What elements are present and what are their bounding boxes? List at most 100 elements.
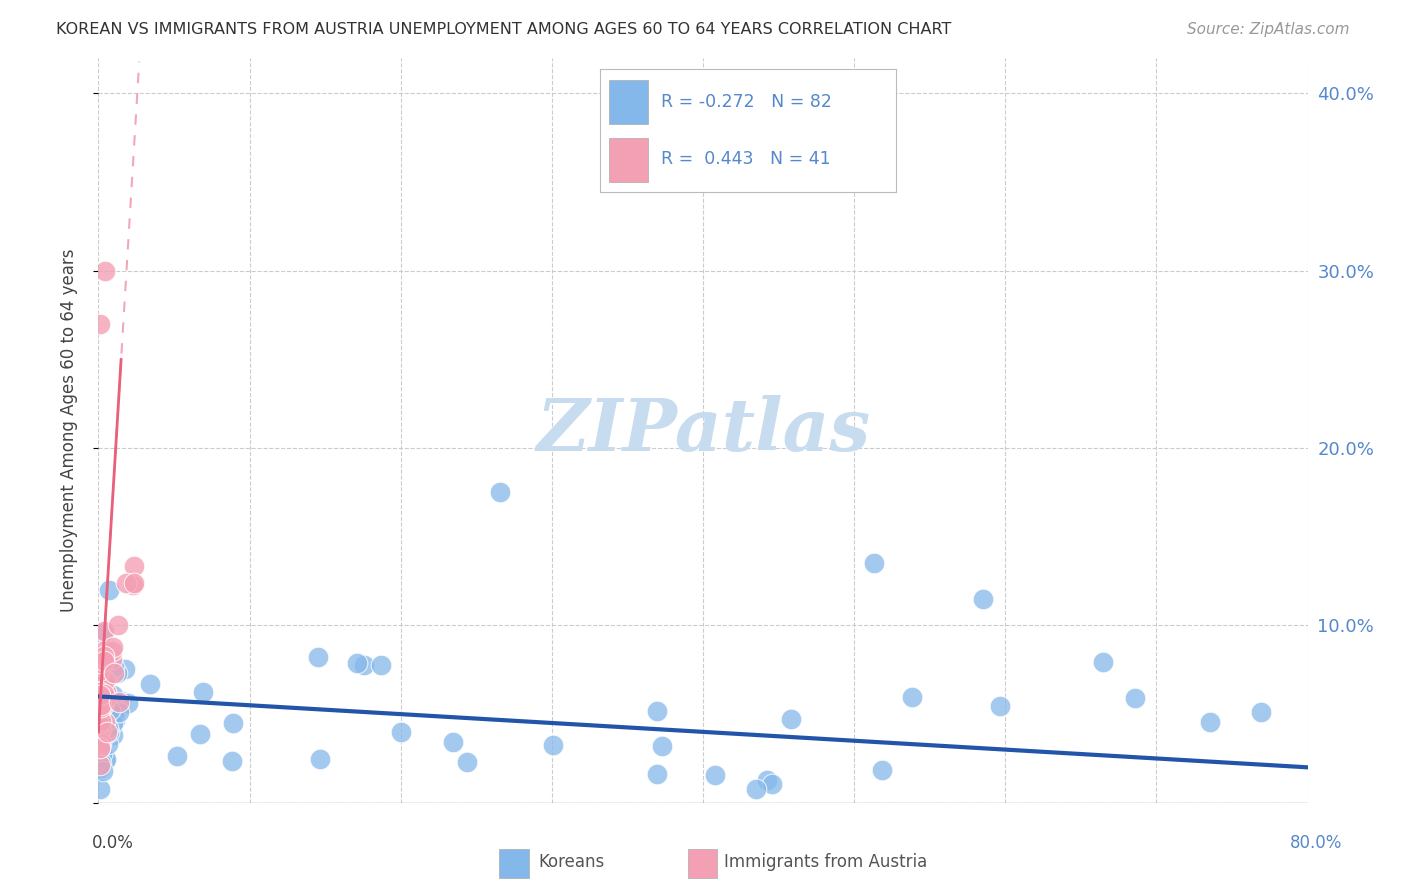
Point (91, 747, 114, 762)
Point (91, 732, 114, 747)
Point (94, 690, 117, 705)
Point (108, 695, 131, 709)
Point (89, 665, 111, 679)
Point (96, 684, 118, 698)
Point (90, 756, 112, 770)
Point (89, 782, 111, 797)
Point (101, 688, 124, 702)
Point (221, 716, 243, 731)
Point (89, 679, 111, 693)
Point (346, 657, 368, 671)
Point (122, 578, 145, 592)
Point (98, 703, 121, 717)
Point (115, 575, 138, 590)
Point (93, 264, 115, 278)
Point (90, 689, 112, 703)
Point (89, 706, 111, 721)
Point (89, 656, 111, 670)
Point (97, 583, 120, 598)
Point (93, 648, 115, 663)
Point (761, 777, 783, 791)
Text: KOREAN VS IMMIGRANTS FROM AUSTRIA UNEMPLOYMENT AMONG AGES 60 TO 64 YEARS CORRELA: KOREAN VS IMMIGRANTS FROM AUSTRIA UNEMPL… (56, 22, 952, 37)
Point (89, 685, 111, 699)
Point (93, 764, 115, 779)
Point (1250, 705, 1272, 719)
Point (541, 738, 564, 752)
Point (97, 737, 120, 751)
Point (389, 725, 412, 739)
Point (90, 675, 112, 690)
Point (90, 722, 112, 736)
Point (1092, 655, 1115, 669)
Text: 80.0%: 80.0% (1291, 834, 1343, 852)
Point (456, 756, 478, 770)
Point (94, 711, 117, 725)
Text: Source: ZipAtlas.com: Source: ZipAtlas.com (1187, 22, 1350, 37)
Point (89, 686, 111, 700)
Point (89, 657, 111, 672)
Text: 0.0%: 0.0% (91, 834, 134, 852)
Point (90, 712, 112, 726)
Point (91, 673, 114, 688)
Point (89, 758, 111, 772)
Point (93, 654, 115, 668)
Point (93, 684, 115, 698)
Point (307, 649, 329, 664)
Point (90, 706, 112, 720)
Point (101, 715, 124, 730)
Point (651, 739, 673, 753)
Point (93, 624, 115, 638)
Point (105, 666, 128, 681)
Point (89, 681, 111, 696)
Point (89, 689, 111, 703)
Point (98, 725, 121, 739)
Point (101, 728, 124, 742)
Point (94, 752, 117, 766)
Point (103, 708, 125, 723)
Point (124, 575, 146, 590)
Point (103, 666, 125, 681)
Point (188, 727, 211, 741)
Point (89, 707, 111, 722)
Y-axis label: Unemployment Among Ages 60 to 64 years: Unemployment Among Ages 60 to 64 years (59, 249, 77, 612)
Point (110, 694, 132, 708)
Point (90, 714, 112, 728)
Point (353, 658, 375, 673)
Point (101, 652, 124, 666)
Point (489, 485, 512, 500)
Point (122, 558, 145, 573)
Point (872, 763, 894, 777)
Point (370, 657, 392, 672)
Point (780, 712, 803, 726)
Point (100, 644, 122, 658)
Point (704, 768, 727, 782)
Point (89, 761, 111, 775)
Point (972, 591, 994, 606)
Point (93, 651, 115, 665)
Point (191, 685, 214, 699)
Point (93, 687, 115, 701)
Point (103, 640, 125, 655)
Point (94, 714, 117, 729)
Point (97, 658, 120, 673)
Point (645, 766, 668, 780)
Point (94, 643, 117, 657)
Point (900, 690, 922, 705)
Point (309, 752, 332, 766)
Point (645, 704, 668, 718)
Point (90, 736, 112, 750)
Point (89, 720, 111, 734)
Point (90, 700, 112, 714)
Point (441, 735, 464, 749)
Point (91, 625, 114, 640)
Point (166, 749, 188, 764)
Point (863, 557, 886, 571)
Point (96, 669, 118, 683)
Point (96, 725, 118, 739)
Point (94, 673, 117, 688)
Point (89, 694, 111, 708)
Point (1125, 691, 1147, 706)
Point (139, 677, 162, 691)
Point (93, 687, 115, 701)
Point (97, 669, 120, 683)
